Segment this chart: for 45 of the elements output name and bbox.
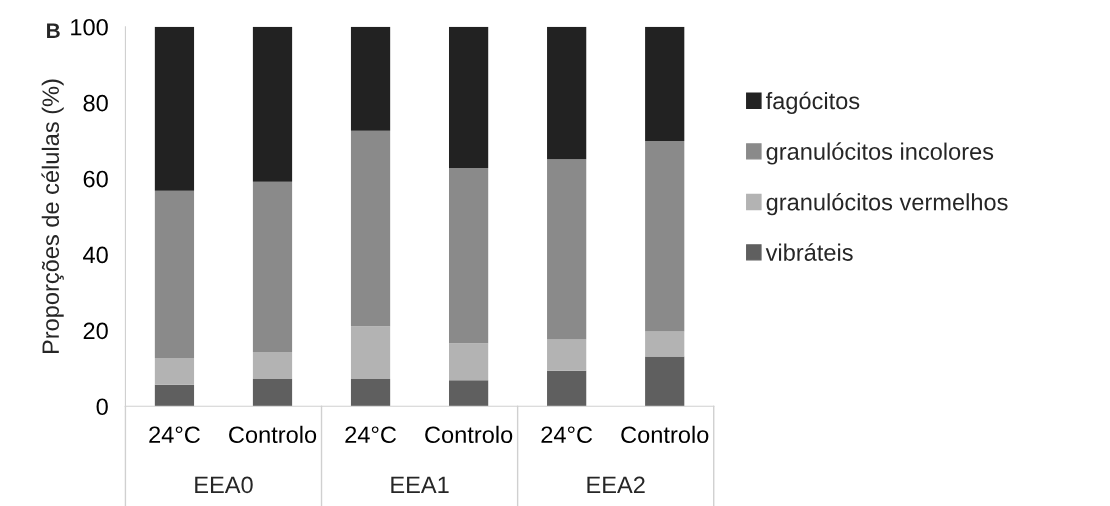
legend-label: granulócitos vermelhos bbox=[766, 192, 1008, 216]
legend-label: fagócitos bbox=[765, 91, 860, 114]
y-tick-label: 20 bbox=[83, 322, 108, 340]
bar bbox=[154, 190, 195, 359]
bar bbox=[448, 167, 489, 344]
bar bbox=[350, 378, 391, 407]
x-tick-label: Controlo bbox=[229, 425, 317, 444]
bar bbox=[547, 159, 587, 340]
bar bbox=[252, 26, 293, 182]
bar bbox=[448, 343, 489, 381]
x-tick-label: 24°C bbox=[149, 426, 200, 444]
bar bbox=[154, 358, 195, 385]
legend-label: vibráteis bbox=[765, 243, 853, 261]
legend-label: granulócitos incolores bbox=[766, 142, 994, 165]
x-tick-label: Controlo bbox=[621, 425, 709, 444]
bar bbox=[350, 326, 391, 379]
text: EEA2 bbox=[587, 476, 645, 493]
bar bbox=[645, 331, 685, 357]
bar bbox=[154, 26, 195, 191]
bar bbox=[252, 181, 293, 353]
bar bbox=[154, 384, 195, 407]
text: EEA1 bbox=[391, 476, 449, 493]
y-tick-label: 60 bbox=[83, 170, 108, 188]
x-tick-label: Controlo bbox=[425, 425, 513, 444]
bar bbox=[448, 26, 489, 168]
bar bbox=[252, 378, 293, 407]
x-tick-label: 24°C bbox=[345, 426, 397, 444]
y-tick-label: 80 bbox=[83, 94, 108, 112]
bar bbox=[645, 141, 685, 332]
y-axis-title: Proporções de células (%) bbox=[41, 79, 64, 354]
x-tick-label: 24°C bbox=[541, 426, 593, 444]
bar bbox=[252, 352, 293, 379]
y-tick-label: 40 bbox=[83, 246, 108, 264]
bar bbox=[547, 26, 587, 160]
bar bbox=[350, 130, 391, 327]
bar bbox=[645, 26, 685, 142]
y-tick-label: 0 bbox=[96, 398, 108, 416]
text: B bbox=[47, 23, 60, 38]
bar bbox=[547, 339, 587, 371]
bar bbox=[350, 26, 391, 131]
bar bbox=[448, 380, 489, 407]
bar bbox=[645, 356, 685, 407]
bar bbox=[547, 370, 587, 407]
y-tick-label: 100 bbox=[71, 18, 108, 36]
text: EEA0 bbox=[195, 476, 253, 494]
